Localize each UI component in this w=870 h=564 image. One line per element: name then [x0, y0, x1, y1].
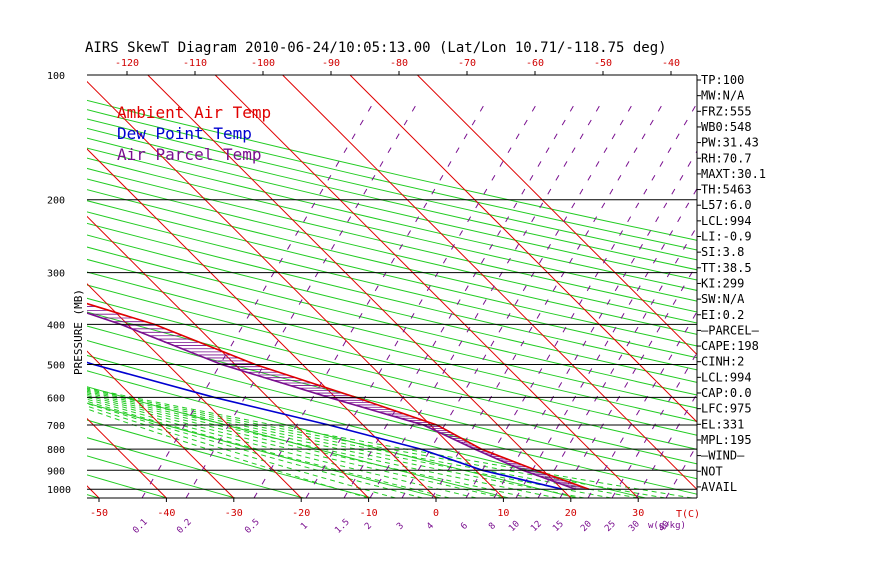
- top-temp-tick-label: -100: [251, 58, 275, 69]
- index-label: KI:299: [701, 276, 744, 290]
- index-label: –PARCEL–: [701, 323, 760, 337]
- bottom-temp-tick-label: 20: [565, 508, 577, 519]
- index-label: EL:331: [701, 417, 744, 431]
- bottom-temp-tick-label: 30: [632, 508, 644, 519]
- mixing-ratio-tick-label: 20: [579, 519, 594, 534]
- mixing-ratio-tick-label: 10: [507, 519, 522, 534]
- mixing-ratio-tick-label: 2: [363, 521, 374, 532]
- top-temp-tick-label: -40: [662, 58, 680, 69]
- x-axis-label: T(C): [676, 509, 700, 520]
- bottom-temp-tick-label: -50: [90, 508, 108, 519]
- pressure-tick-label: 900: [47, 466, 65, 477]
- mixing-ratio-tick-label: 4: [425, 521, 436, 532]
- index-label: FRZ:555: [701, 104, 752, 118]
- bottom-temp-tick-label: 0: [433, 508, 439, 519]
- index-label: RH:70.7: [701, 151, 752, 165]
- mixing-ratio-tick-label: 12: [529, 519, 544, 534]
- top-temp-tick-label: -60: [526, 58, 544, 69]
- index-label: –WIND–: [701, 449, 745, 463]
- index-label: L57:6.0: [701, 198, 752, 212]
- bottom-temp-tick-label: -10: [360, 508, 378, 519]
- index-label: LFC:975: [701, 402, 752, 416]
- legend-entry: Dew Point Temp: [117, 124, 252, 143]
- index-label: TP:100: [701, 73, 744, 87]
- mixing-ratio-tick-label: 0.1: [131, 517, 150, 536]
- top-temp-tick-label: -70: [458, 58, 476, 69]
- mixing-ratio-tick-label: 30: [627, 519, 642, 534]
- top-temp-tick-label: -110: [183, 58, 207, 69]
- index-label: LI:-0.9: [701, 230, 752, 244]
- index-label: LCL:994: [701, 214, 752, 228]
- pressure-tick-label: 700: [47, 421, 65, 432]
- index-label: LCL:994: [701, 370, 752, 384]
- mixing-axis-label: w(g/kg): [648, 521, 686, 531]
- bottom-temp-tick-label: 10: [497, 508, 509, 519]
- mixing-ratio-tick-label: 0.2: [175, 517, 194, 536]
- index-label: CAPE:198: [701, 339, 759, 353]
- index-label: SW:N/A: [701, 292, 745, 306]
- index-label: NOT: [701, 464, 723, 478]
- y-axis-label: PRESSURE (MB): [72, 289, 85, 375]
- legend-entry: Air Parcel Temp: [117, 145, 262, 164]
- top-temp-tick-label: -120: [115, 58, 139, 69]
- top-temp-tick-label: -50: [594, 58, 612, 69]
- pressure-tick-label: 400: [47, 320, 65, 331]
- pressure-tick-label: 600: [47, 393, 65, 404]
- mixing-ratio-tick-label: 15: [551, 519, 566, 534]
- index-label: EI:0.2: [701, 308, 744, 322]
- mixing-ratio-tick-label: 25: [603, 519, 618, 534]
- pressure-tick-label: 200: [47, 196, 65, 207]
- index-label: PW:31.43: [701, 136, 759, 150]
- index-label: SI:3.8: [701, 245, 744, 259]
- top-temp-tick-label: -90: [322, 58, 340, 69]
- index-label: MPL:195: [701, 433, 752, 447]
- index-label: WB0:548: [701, 120, 752, 134]
- pressure-tick-label: 800: [47, 445, 65, 456]
- bottom-temp-tick-label: -20: [292, 508, 310, 519]
- mixing-ratio-tick-label: 8: [487, 521, 498, 532]
- mixing-ratio-tick-label: 0.5: [243, 517, 262, 536]
- bottom-temp-tick-label: -30: [225, 508, 243, 519]
- pressure-tick-label: 300: [47, 269, 65, 280]
- chart-title: AIRS SkewT Diagram 2010-06-24/10:05:13.0…: [85, 40, 667, 56]
- top-temp-tick-label: -80: [390, 58, 408, 69]
- index-label: AVAIL: [701, 480, 737, 494]
- mixing-ratio-tick-label: 3: [395, 521, 406, 532]
- index-label: CINH:2: [701, 355, 744, 369]
- index-label: TT:38.5: [701, 261, 752, 275]
- pressure-tick-label: 500: [47, 361, 65, 372]
- index-label: CAP:0.0: [701, 386, 752, 400]
- index-label: MAXT:30.1: [701, 167, 766, 181]
- pressure-tick-label: 1000: [47, 485, 71, 496]
- mixing-ratio-tick-label: 6: [459, 521, 470, 532]
- pressure-tick-label: 100: [47, 71, 65, 82]
- mixing-ratio-tick-label: 1: [299, 521, 310, 532]
- index-label: MW:N/A: [701, 89, 745, 103]
- bottom-temp-tick-label: -40: [157, 508, 175, 519]
- index-label: TH:5463: [701, 183, 752, 197]
- legend-entry: Ambient Air Temp: [117, 103, 271, 122]
- mixing-ratio-tick-label: 1.5: [333, 517, 352, 536]
